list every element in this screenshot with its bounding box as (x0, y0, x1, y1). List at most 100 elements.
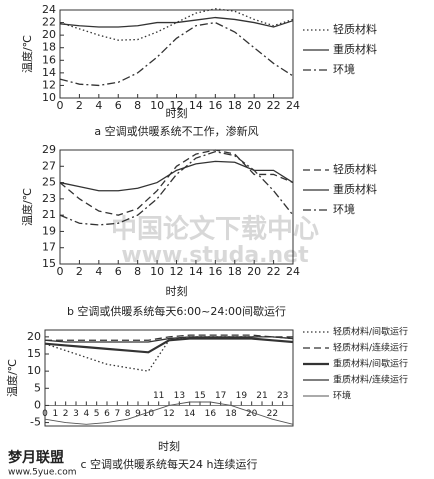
legend-label: 重质材料 (333, 42, 377, 56)
x-tick-label: 9 (135, 409, 141, 419)
x-tick-label: 6 (115, 265, 122, 278)
y-tick-label: 16 (42, 53, 56, 66)
y-tick-label: 17 (42, 241, 56, 254)
x-tick-label: 10 (143, 409, 155, 419)
x-tick-label: 4 (83, 409, 89, 419)
x-tick-label: 15 (194, 391, 205, 401)
series-line (45, 334, 293, 341)
x-tick-label: 4 (95, 99, 102, 112)
y-tick-label: 14 (42, 66, 56, 79)
y-tick-label: 23 (42, 192, 56, 205)
x-tick-label: 18 (228, 265, 242, 278)
series-line (44, 401, 294, 425)
legend-label: 环境 (333, 202, 355, 216)
y-tick-label: 24 (42, 3, 56, 16)
y-tick-label: 12 (42, 78, 56, 91)
x-axis-label: 时刻 (166, 106, 188, 120)
x-tick-label: 22 (267, 265, 281, 278)
x-tick-label: 17 (215, 391, 226, 401)
caption: b 空调或供暖系统每天6:00~24:00间歇运行 (67, 304, 286, 318)
watermark: 梦月联盟 (8, 449, 64, 466)
y-tick-label: 18 (42, 41, 56, 54)
y-tick-label: 10 (42, 91, 56, 104)
caption: a 空调或供暖系统不工作，渗新风 (94, 124, 258, 138)
x-tick-label: 8 (125, 409, 131, 419)
x-tick-label: 12 (170, 265, 184, 278)
y-tick-label: 22 (42, 16, 56, 29)
legend-label: 重质材料 (333, 182, 377, 196)
legend-label: 轻质材料 (333, 22, 377, 36)
x-tick-label: 14 (189, 99, 203, 112)
series-line (59, 150, 294, 226)
y-tick-label: -5 (30, 416, 41, 429)
legend-label: 重质材料/连续运行 (333, 374, 408, 386)
y-tick-label: 15 (27, 347, 41, 360)
y-tick-label: 20 (27, 330, 41, 343)
x-tick-label: 6 (115, 99, 122, 112)
x-tick-label: 8 (134, 99, 141, 112)
x-tick-label: 11 (153, 391, 164, 401)
caption: c 空调或供暖系统每天24 h连续运行 (80, 457, 257, 471)
x-axis-label: 时刻 (166, 284, 188, 298)
x-tick-label: 0 (57, 265, 64, 278)
x-tick-label: 22 (267, 409, 278, 419)
y-tick-label: 10 (27, 364, 41, 377)
y-tick-label: 19 (42, 224, 56, 237)
x-tick-label: 14 (189, 265, 203, 278)
legend-label: 轻质材料 (333, 162, 377, 176)
x-tick-label: 14 (184, 409, 196, 419)
y-tick-label: 15 (42, 257, 56, 270)
legend-label: 环境 (333, 390, 351, 402)
x-tick-label: 19 (236, 391, 248, 401)
series-line (59, 149, 294, 216)
plot-frame (44, 329, 294, 427)
x-tick-label: 0 (57, 99, 64, 112)
y-axis-label: 温度/℃ (5, 359, 19, 397)
series-line (59, 16, 294, 28)
x-tick-label: 0 (42, 409, 48, 419)
y-tick-label: 27 (42, 159, 56, 172)
legend-label: 轻质材料/连续运行 (333, 342, 408, 354)
series-line (59, 8, 294, 41)
x-tick-label: 16 (208, 99, 222, 112)
y-tick-label: 25 (42, 176, 56, 189)
x-tick-label: 7 (114, 409, 120, 419)
x-tick-label: 23 (277, 391, 288, 401)
x-tick-label: 1 (52, 409, 58, 419)
x-tick-label: 10 (150, 265, 164, 278)
x-tick-label: 8 (134, 265, 141, 278)
x-tick-label: 24 (286, 265, 300, 278)
legend-label: 环境 (333, 62, 355, 76)
watermark: 中国论文下载中心 (111, 214, 319, 245)
y-tick-label: 5 (34, 381, 41, 394)
x-tick-label: 6 (104, 409, 110, 419)
legend-label: 重质材料/间歇运行 (333, 358, 408, 370)
x-tick-label: 20 (247, 99, 261, 112)
series-line (44, 336, 294, 343)
x-tick-label: 2 (76, 99, 83, 112)
x-tick-label: 21 (256, 391, 267, 401)
y-tick-label: 21 (42, 208, 56, 221)
x-tick-label: 18 (228, 99, 242, 112)
watermark: www.5yue.com (8, 468, 77, 478)
x-tick-label: 20 (247, 265, 261, 278)
x-tick-label: 12 (170, 99, 184, 112)
x-tick-label: 10 (150, 99, 164, 112)
series-line (59, 21, 294, 87)
x-tick-label: 22 (267, 99, 281, 112)
y-axis-label: 温度/℃ (20, 188, 34, 226)
x-tick-label: 5 (94, 409, 100, 419)
x-tick-label: 2 (63, 409, 69, 419)
x-tick-label: 2 (76, 265, 83, 278)
x-tick-label: 16 (205, 409, 217, 419)
x-axis-label: 时刻 (158, 439, 180, 453)
y-axis-label: 温度/℃ (20, 35, 34, 73)
x-tick-label: 18 (225, 409, 237, 419)
x-tick-label: 24 (286, 99, 300, 112)
x-tick-label: 12 (163, 409, 174, 419)
x-tick-label: 4 (95, 265, 102, 278)
x-tick-label: 16 (208, 265, 222, 278)
x-tick-label: 13 (174, 391, 185, 401)
y-tick-label: 29 (42, 143, 56, 156)
